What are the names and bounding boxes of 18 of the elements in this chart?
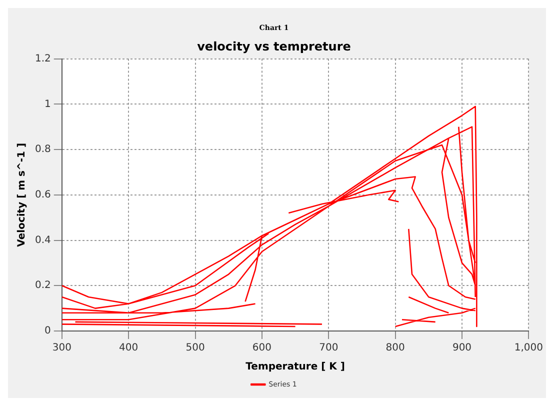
y-tick-label: 1.2 (34, 53, 51, 64)
x-tick-label: 400 (119, 342, 138, 354)
y-tick-label: 0.6 (34, 189, 51, 200)
x-tick-label: 1,000 (514, 342, 544, 354)
x-tick-label: 600 (252, 342, 272, 354)
x-axis-title: Temperature [ K ] (246, 362, 345, 373)
y-axis-title: Velocity [ m s^-1 ] (16, 142, 28, 247)
x-tick-label: 300 (52, 342, 72, 354)
y-tick-label: 0.4 (34, 234, 51, 246)
x-tick-label: 900 (452, 342, 472, 354)
y-tick-label: 1 (44, 98, 51, 110)
y-tick-label: 0.2 (34, 280, 51, 292)
x-tick-label: 500 (186, 342, 205, 354)
y-tick-label: 0 (44, 326, 51, 337)
x-tick-label: 700 (319, 342, 338, 354)
x-tick-label: 800 (386, 342, 405, 354)
y-tick-label: 0.8 (34, 144, 51, 156)
chart-title: velocity vs tempreture (197, 40, 351, 54)
